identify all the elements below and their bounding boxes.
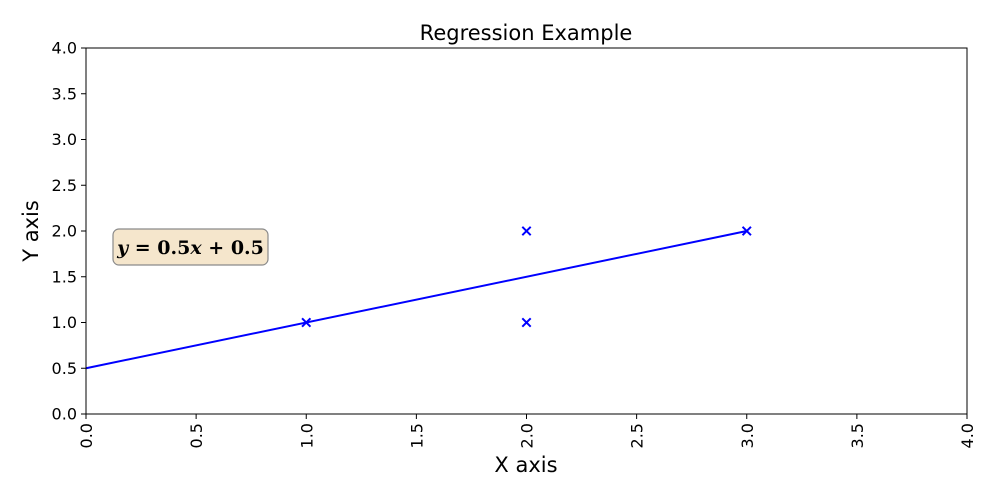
x-tick-label: 0.5 [187,423,206,448]
x-tick-label: 0.0 [77,423,96,448]
chart-title: Regression Example [420,21,633,45]
x-tick-label: 2.0 [518,423,537,448]
equation-label: y = 0.5x + 0.5 [116,237,264,259]
y-tick-label: 0.5 [52,359,77,378]
y-tick-label: 3.0 [52,130,77,149]
plot-area: 0.0 0.5 1.0 1.5 2.0 2.5 3.0 3.5 4.0 0.0 0.5 1.0 1.5 2… [52,39,977,449]
x-tick-label: 1.0 [297,423,316,448]
data-point-3 [521,226,532,236]
y-tick-label: 3.5 [52,84,77,103]
x-tick-label: 3.0 [738,423,757,448]
y-tick-label: 1.5 [52,267,77,286]
y-tick-label: 1.0 [52,313,77,332]
x-tick-label: 4.0 [958,423,977,448]
equation-box [112,228,269,266]
x-axis-label: X axis [494,453,557,477]
data-point-2 [521,317,532,328]
y-tick-label: 0.0 [52,405,77,424]
x-tick-label: 2.5 [628,423,647,448]
y-axis-label: Y axis [19,200,43,263]
regression-line [85,230,747,370]
x-tick-label: 1.5 [407,423,426,448]
data-point-4 [741,226,752,236]
y-tick-label: 2.5 [52,176,77,195]
data-point-1 [301,317,312,328]
y-tick-label: 4.0 [52,39,77,58]
y-tick-label: 2.0 [52,222,77,241]
x-tick-label: 3.5 [848,423,867,448]
